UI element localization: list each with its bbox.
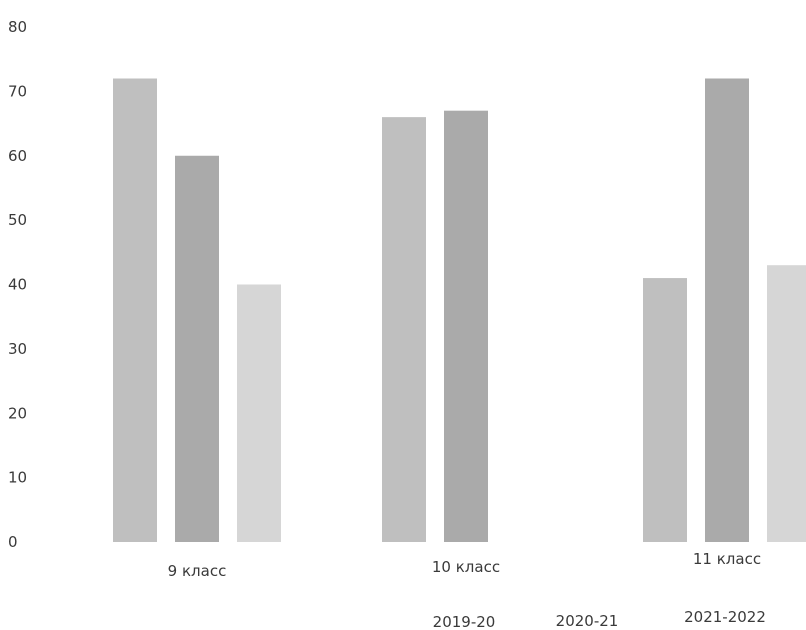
bar bbox=[767, 265, 806, 542]
y-tick-label: 10 bbox=[8, 469, 27, 487]
y-axis: 0 10 20 30 40 50 60 70 80 bbox=[8, 18, 27, 551]
bar bbox=[705, 78, 749, 542]
y-tick-label: 50 bbox=[8, 211, 27, 229]
y-tick-label: 70 bbox=[8, 82, 27, 100]
legend-label: 2021-2022 bbox=[684, 608, 766, 626]
bar bbox=[237, 284, 281, 542]
y-tick-label: 40 bbox=[8, 276, 27, 294]
bar bbox=[113, 78, 157, 542]
y-tick-label: 20 bbox=[8, 404, 27, 422]
bar bbox=[643, 278, 687, 542]
y-tick-label: 80 bbox=[8, 18, 27, 36]
x-category-label: 10 класс bbox=[432, 558, 500, 576]
bars bbox=[113, 78, 806, 542]
bar bbox=[444, 110, 488, 542]
y-tick-label: 30 bbox=[8, 340, 27, 358]
x-category-label: 9 класс bbox=[168, 562, 227, 580]
x-axis: 9 класс 10 класс 11 класс bbox=[168, 550, 761, 580]
legend: 2019-20 2020-21 2021-2022 bbox=[433, 608, 766, 630]
y-tick-label: 0 bbox=[8, 533, 18, 551]
y-tick-label: 60 bbox=[8, 147, 27, 165]
bar bbox=[382, 117, 426, 542]
x-category-label: 11 класс bbox=[693, 550, 761, 568]
legend-label: 2019-20 bbox=[433, 613, 496, 630]
legend-label: 2020-21 bbox=[556, 612, 619, 630]
bar bbox=[175, 155, 219, 542]
